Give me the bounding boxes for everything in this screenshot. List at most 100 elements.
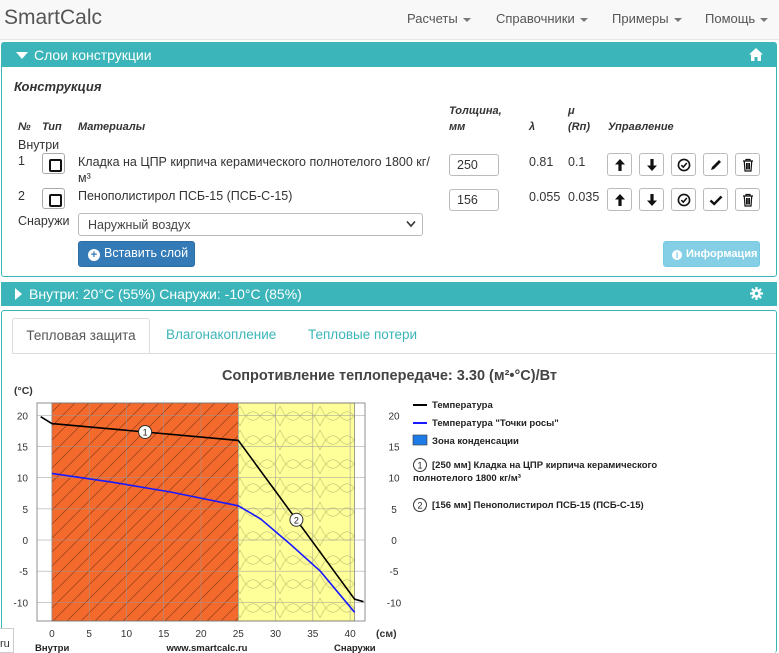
tab-thermal-protection[interactable]: Тепловая защита (12, 318, 150, 354)
x-tick-label: 10 (121, 629, 133, 640)
col-num: № (18, 121, 31, 133)
legend-marker-label-1: 1 (417, 461, 422, 471)
layer-1-num: 1 (18, 154, 25, 168)
layer-1-thickness-input[interactable]: 250 (449, 154, 499, 176)
collapse-triangle-icon (16, 52, 28, 59)
brand-logo[interactable]: SmartCalc (4, 6, 103, 29)
layer-1-delete-button[interactable] (735, 153, 760, 176)
y-axis-label: (°C) (14, 385, 33, 397)
x-tick-label: 0 (49, 629, 55, 640)
outside-label: Снаружи (18, 214, 70, 228)
y-tick-label-left: 15 (17, 443, 29, 454)
menu-help[interactable]: Помощь (705, 11, 769, 26)
legend-label-2: Температура "Точки росы" (432, 418, 559, 429)
tab-heat-loss[interactable]: Тепловые потери (308, 327, 418, 342)
col-material: Материалы (78, 121, 146, 133)
caret-down-icon (673, 17, 682, 22)
layer-2-move-up-button[interactable] (607, 188, 632, 211)
layer-1-lambda: 0.81 (529, 155, 554, 169)
layer-2-move-down-button[interactable] (639, 188, 664, 211)
col-lambda: λ (529, 121, 536, 133)
expand-triangle-icon (15, 288, 22, 300)
inside-axis-label: Внутри (35, 643, 69, 653)
y-tick-label-right: 20 (388, 411, 400, 422)
layer-marker-1 (138, 424, 153, 439)
checkmark-icon (709, 195, 723, 206)
y-tick-label-right: -10 (387, 598, 402, 609)
top-navbar: SmartCalc Расчеты Справочники Примеры По… (0, 0, 779, 40)
layer-2-check-button[interactable] (671, 188, 696, 211)
layers-panel-title: Слои конструкции (34, 47, 152, 63)
y-tick-label-right: 15 (388, 443, 400, 454)
conditions-panel: Внутри: 20°C (55%) Снаружи: -10°C (85%) (1, 282, 777, 306)
caret-down-icon (579, 17, 588, 22)
layer-2-material[interactable]: Пенополистирол ПСБ-15 (ПСБ-С-15) (78, 189, 293, 203)
conditions-panel-header[interactable]: Внутри: 20°C (55%) Снаружи: -10°C (85%) (1, 282, 777, 306)
check-circle-icon (677, 158, 691, 172)
y-tick-label-right: 5 (391, 505, 397, 516)
y-tick-label-left: 10 (17, 474, 29, 485)
y-tick-label-left: 5 (22, 505, 28, 516)
layer-1-material[interactable]: Кладка на ЦПР кирпича керамического полн… (78, 155, 430, 185)
layer-2-type-button[interactable] (42, 188, 65, 209)
layer-1-move-down-button[interactable] (639, 153, 664, 176)
website-label: www.smartcalc.ru (166, 643, 248, 653)
outside-medium-value: Наружный воздух (88, 218, 191, 232)
trash-icon (743, 193, 753, 207)
layer-2-thickness-input[interactable]: 156 (449, 189, 499, 211)
legend-marker-1 (413, 458, 427, 472)
legend-label-3: Зона конденсации (432, 436, 519, 447)
layer-marker-2 (289, 512, 304, 527)
legend-marker-label-2: 2 (417, 501, 422, 511)
outside-medium-select[interactable]: Наружный воздух (78, 213, 423, 236)
tabs-baseline (12, 353, 776, 354)
resistance-title: Сопротивление теплопередаче: 3.30 (м²•°С… (221, 368, 558, 384)
x-tick-label: 40 (345, 629, 357, 640)
menu-calculations[interactable]: Расчеты (407, 11, 471, 26)
y-tick-label-right: 10 (388, 474, 400, 485)
language-badge[interactable]: ru (0, 628, 14, 653)
x-tick-label: 30 (270, 629, 282, 640)
layer-2-mu: 0.035 (568, 190, 600, 204)
col-thickness: Толщина, (449, 105, 502, 117)
check-circle-icon (677, 193, 691, 207)
plus-circle-icon: + (88, 249, 100, 261)
series-line-2 (51, 472, 356, 613)
y-tick-label-left: 0 (22, 536, 28, 547)
layer-2-delete-button[interactable] (735, 188, 760, 211)
y-tick-label-left: -5 (19, 567, 28, 578)
layer-1-edit-button[interactable] (703, 153, 728, 176)
gear-icon[interactable] (749, 286, 764, 301)
pencil-icon (711, 160, 721, 170)
col-mu-sub: (Rп) (568, 121, 590, 133)
home-icon[interactable] (748, 47, 764, 62)
layer-marker-label-2: 2 (294, 515, 299, 525)
plot-frame (36, 402, 366, 622)
layer-1-move-up-button[interactable] (607, 153, 632, 176)
layer-band-2 (237, 402, 355, 622)
trash-icon (743, 158, 753, 172)
series-line-1 (40, 416, 364, 603)
layer-1-check-button[interactable] (671, 153, 696, 176)
layer-1-type-button[interactable] (42, 153, 65, 174)
layer-2-confirm-button[interactable] (703, 188, 728, 211)
layer-1-mu: 0.1 (568, 155, 586, 169)
y-tick-label-left: -10 (14, 598, 29, 609)
col-mu: μ (568, 105, 575, 117)
layers-panel-header[interactable]: Слои конструкции (2, 43, 776, 67)
info-button[interactable]: i Информация (663, 241, 760, 267)
inside-label: Внутри (18, 138, 60, 152)
y-tick-label-right: -5 (390, 567, 399, 578)
menu-references[interactable]: Справочники (496, 11, 588, 26)
tab-moisture[interactable]: Влагонакопление (166, 327, 277, 342)
x-tick-label: 5 (86, 629, 92, 640)
y-tick-label-right: 0 (391, 536, 397, 547)
legend-label-5: [156 мм] Пенополистирол ПСБ-15 (ПСБ-С-15… (432, 500, 644, 511)
info-circle-icon: i (672, 250, 682, 260)
arrow-up-icon (615, 194, 625, 206)
legend-label-4: [250 мм] Кладка на ЦПР кирпича керамичес… (413, 460, 657, 484)
chevron-down-icon (406, 220, 416, 228)
insert-layer-button[interactable]: + Вставить слой (78, 241, 195, 267)
x-axis-label: (см) (376, 628, 397, 640)
menu-examples[interactable]: Примеры (612, 11, 682, 26)
